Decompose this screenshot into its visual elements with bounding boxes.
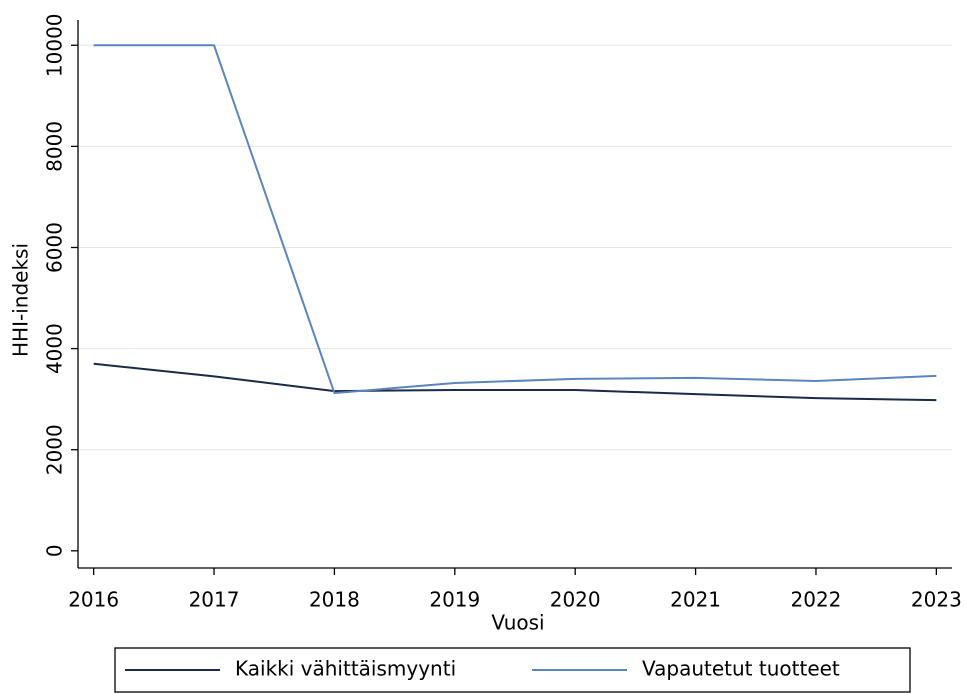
x-tick-label: 2019 xyxy=(429,588,480,612)
legend-label: Vapautetut tuotteet xyxy=(642,657,840,681)
legend-label: Kaikki vähittäismyynti xyxy=(235,657,456,681)
y-tick-label: 4000 xyxy=(43,323,67,374)
x-tick-label: 2021 xyxy=(670,588,721,612)
y-tick-label: 8000 xyxy=(43,121,67,172)
x-tick-label: 2017 xyxy=(189,588,240,612)
line-series xyxy=(93,362,937,402)
y-tick-label: 2000 xyxy=(43,424,67,475)
legend-box xyxy=(114,647,911,693)
x-axis-label: Vuosi xyxy=(491,611,544,635)
x-tick-label: 2018 xyxy=(309,588,360,612)
y-tick-label: 6000 xyxy=(43,222,67,273)
x-tick-label: 2016 xyxy=(68,588,119,612)
y-tick-label: 0 xyxy=(43,544,67,557)
line-series xyxy=(93,44,937,395)
y-tick-label: 10000 xyxy=(43,13,67,77)
x-tick-label: 2023 xyxy=(911,588,962,612)
y-axis-label: HHI-indeksi xyxy=(9,243,33,357)
x-tick-label: 2020 xyxy=(550,588,601,612)
x-tick-label: 2022 xyxy=(791,588,842,612)
